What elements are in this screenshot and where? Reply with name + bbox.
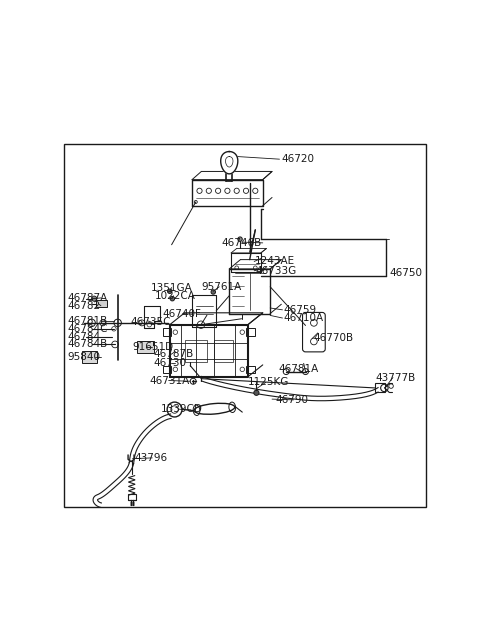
Bar: [128, 494, 136, 500]
Text: 46735C: 46735C: [131, 318, 171, 327]
Text: 46784B: 46784B: [67, 340, 108, 349]
Text: 43777B: 43777B: [375, 372, 416, 383]
Text: 1243AE: 1243AE: [255, 257, 295, 266]
Bar: [185, 340, 207, 362]
Circle shape: [238, 237, 242, 241]
Text: 1351GA: 1351GA: [151, 282, 193, 293]
Text: 46730: 46730: [153, 358, 186, 368]
Text: 46759: 46759: [283, 305, 316, 315]
Text: 43796: 43796: [134, 453, 168, 463]
Bar: [83, 352, 97, 363]
Text: 46781B: 46781B: [67, 316, 108, 326]
Text: 95840: 95840: [67, 352, 100, 362]
Text: 46782: 46782: [67, 301, 101, 311]
Text: 46740F: 46740F: [162, 309, 201, 318]
Bar: [96, 300, 107, 307]
Circle shape: [168, 289, 172, 293]
Bar: [215, 340, 233, 362]
Text: 1339CD: 1339CD: [160, 404, 202, 414]
Bar: [137, 341, 154, 352]
Bar: [163, 366, 171, 373]
Circle shape: [92, 296, 97, 302]
Text: 46750: 46750: [389, 267, 422, 278]
Text: 95761A: 95761A: [202, 282, 241, 292]
Text: 1022CA: 1022CA: [155, 291, 196, 301]
Text: 46790: 46790: [276, 395, 309, 405]
Bar: [163, 329, 171, 336]
Text: 46746B: 46746B: [222, 238, 262, 248]
Text: 46787A: 46787A: [67, 293, 108, 303]
Bar: [246, 329, 254, 336]
Text: 46781A: 46781A: [279, 363, 319, 374]
Text: 91651D: 91651D: [132, 342, 174, 352]
Circle shape: [211, 290, 216, 294]
Circle shape: [254, 390, 259, 395]
Text: 46710A: 46710A: [283, 313, 324, 323]
Text: 46784C: 46784C: [67, 324, 108, 334]
Text: 1125KG: 1125KG: [248, 377, 289, 387]
Text: 46720: 46720: [281, 154, 314, 164]
Text: 46784: 46784: [67, 332, 101, 341]
Polygon shape: [221, 152, 238, 174]
Bar: [375, 383, 385, 392]
Circle shape: [170, 296, 175, 301]
Text: 46731A: 46731A: [149, 376, 190, 386]
Bar: [246, 366, 254, 373]
Text: 46787B: 46787B: [153, 350, 193, 359]
Text: 46733G: 46733G: [255, 266, 297, 276]
Text: 46770B: 46770B: [313, 334, 353, 343]
